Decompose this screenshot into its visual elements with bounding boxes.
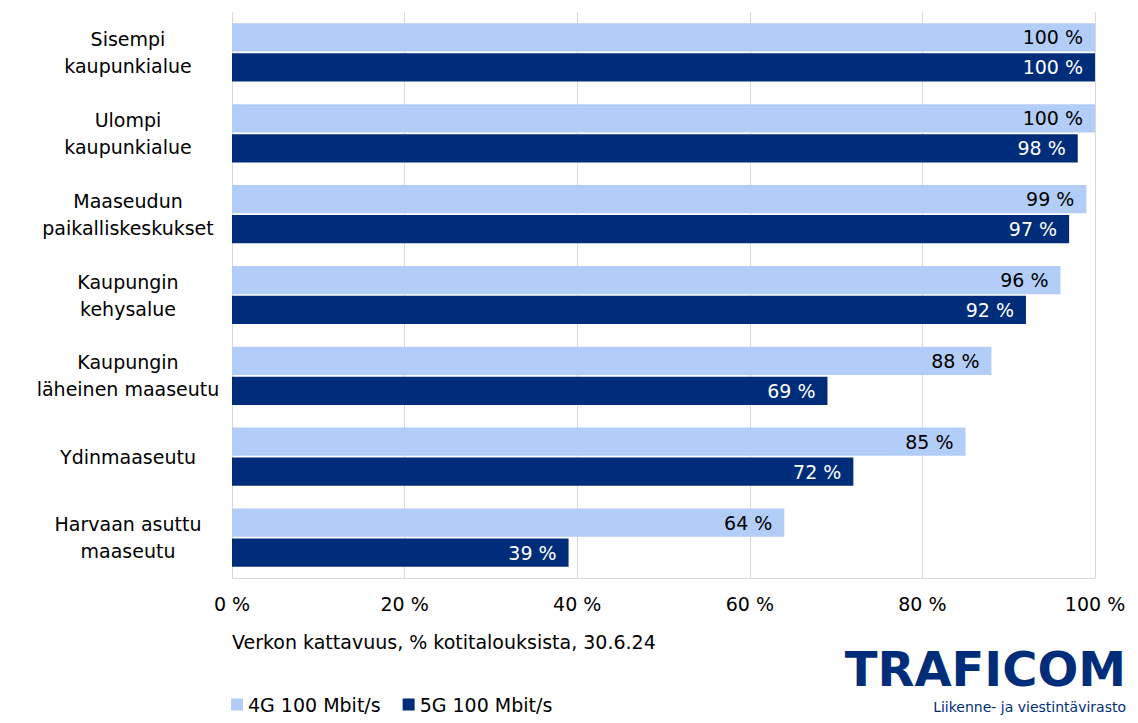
svg-text:paikalliskeskukset: paikalliskeskukset [42, 217, 213, 239]
svg-text:85 %: 85 % [905, 431, 953, 453]
svg-text:läheinen maaseutu: läheinen maaseutu [37, 378, 220, 400]
svg-text:60 %: 60 % [726, 593, 774, 615]
svg-text:97 %: 97 % [1009, 218, 1057, 240]
svg-text:Kaupungin: Kaupungin [77, 271, 178, 293]
svg-text:64 %: 64 % [724, 512, 772, 534]
svg-text:Harvaan asuttu: Harvaan asuttu [55, 513, 202, 535]
svg-text:88 %: 88 % [931, 350, 979, 372]
svg-text:maaseutu: maaseutu [81, 540, 176, 562]
svg-text:Liikenne- ja viestintävirasto: Liikenne- ja viestintävirasto [933, 699, 1126, 715]
svg-text:100 %: 100 % [1023, 56, 1083, 78]
svg-text:40 %: 40 % [553, 593, 601, 615]
svg-text:98 %: 98 % [1017, 137, 1065, 159]
svg-text:0 %: 0 % [214, 593, 250, 615]
svg-text:96 %: 96 % [1000, 269, 1048, 291]
svg-text:100 %: 100 % [1065, 593, 1125, 615]
svg-text:kehysalue: kehysalue [80, 298, 176, 320]
svg-text:20 %: 20 % [380, 593, 428, 615]
svg-text:72 %: 72 % [793, 461, 841, 483]
svg-text:80 %: 80 % [898, 593, 946, 615]
svg-text:4G 100 Mbit/s: 4G 100 Mbit/s [248, 694, 381, 716]
svg-text:39 %: 39 % [508, 542, 556, 564]
svg-text:92 %: 92 % [966, 299, 1014, 321]
svg-text:Ulompi: Ulompi [95, 109, 162, 131]
svg-text:TRAFICOM: TRAFICOM [845, 641, 1126, 697]
svg-text:Verkon kattavuus, % kotitalouk: Verkon kattavuus, % kotitalouksista, 30.… [232, 631, 656, 653]
svg-text:Sisempi: Sisempi [91, 28, 166, 50]
svg-text:99 %: 99 % [1026, 188, 1074, 210]
svg-text:Kaupungin: Kaupungin [77, 351, 178, 373]
svg-text:Maaseudun: Maaseudun [73, 190, 182, 212]
svg-text:kaupunkialue: kaupunkialue [64, 136, 191, 158]
svg-text:Ydinmaaseutu: Ydinmaaseutu [59, 446, 196, 468]
svg-text:69 %: 69 % [767, 380, 815, 402]
svg-text:kaupunkialue: kaupunkialue [64, 55, 191, 77]
svg-text:100 %: 100 % [1023, 26, 1083, 48]
svg-text:5G 100 Mbit/s: 5G 100 Mbit/s [420, 694, 553, 716]
svg-text:100 %: 100 % [1023, 107, 1083, 129]
